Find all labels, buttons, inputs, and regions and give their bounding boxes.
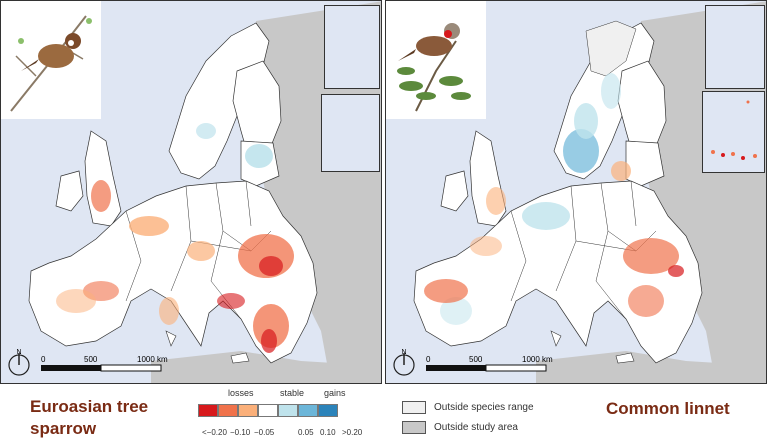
svg-text:1000 km: 1000 km <box>137 355 168 364</box>
color-legend: losses stable gains <−0.20 −0.10 −0.05 0… <box>198 388 388 438</box>
map-panel-common-linnet: N 0 500 1000 km <box>385 0 767 384</box>
gain-areas <box>196 123 273 168</box>
species-name-line1: Euroasian tree <box>30 397 149 416</box>
common-linnet-illustration <box>386 1 486 119</box>
svg-text:500: 500 <box>84 355 98 364</box>
legend-swatch <box>258 404 278 417</box>
svg-text:500: 500 <box>469 355 483 364</box>
outside-range-label: Outside species range <box>434 401 534 413</box>
legend-tick: <−0.20 <box>202 428 227 437</box>
inset-islands-south <box>702 91 765 173</box>
legend-swatch <box>238 404 258 417</box>
scale-bar: 0 500 1000 km <box>424 353 564 375</box>
legend-tick: 0.10 <box>320 428 336 437</box>
scale-bar: 0 500 1000 km <box>39 353 179 375</box>
inset-islands-south <box>321 94 380 172</box>
legend-gains-label: gains <box>324 388 346 398</box>
inset-islands-north <box>324 5 380 89</box>
legend-swatch <box>298 404 318 417</box>
legend-stable-label: stable <box>280 388 305 398</box>
svg-text:N: N <box>401 349 406 356</box>
legend-tick: 0.05 <box>298 428 314 437</box>
species-name-line2: sparrow <box>30 419 97 438</box>
svg-text:0: 0 <box>41 355 46 364</box>
legend-color-ramp <box>198 404 338 417</box>
legend-losses-label: losses <box>228 388 254 398</box>
svg-text:N: N <box>16 349 21 356</box>
europe-map <box>386 1 766 383</box>
north-arrow: N <box>392 347 416 377</box>
legend-swatch <box>218 404 238 417</box>
svg-text:1000 km: 1000 km <box>522 355 553 364</box>
outside-study-label: Outside study area <box>434 421 518 433</box>
species-name-right: Common linnet <box>606 399 730 418</box>
outside-range-swatch <box>402 400 426 414</box>
loss-areas <box>56 180 294 353</box>
europe-map <box>1 1 381 383</box>
map-panel-tree-sparrow: N 0 500 1000 km <box>0 0 382 384</box>
legend-tick: −0.10 <box>230 428 251 437</box>
inset-islands-north <box>705 5 765 89</box>
legend-tick: −0.05 <box>254 428 275 437</box>
legend-swatch <box>318 404 338 417</box>
svg-text:0: 0 <box>426 355 431 364</box>
legend-swatch <box>198 404 218 417</box>
outside-study-swatch <box>402 420 426 434</box>
tree-sparrow-illustration <box>1 1 101 119</box>
loss-areas <box>424 161 684 317</box>
range-key-outside-study: Outside study area <box>402 417 572 437</box>
species-name-left: Euroasian tree sparrow <box>30 396 148 440</box>
range-key: Outside species range Outside study area <box>402 397 572 439</box>
legend-tick: >0.20 <box>342 428 363 437</box>
north-arrow: N <box>7 347 31 377</box>
range-key-outside-range: Outside species range <box>402 397 572 417</box>
gain-areas <box>440 73 621 325</box>
legend-swatch <box>278 404 298 417</box>
